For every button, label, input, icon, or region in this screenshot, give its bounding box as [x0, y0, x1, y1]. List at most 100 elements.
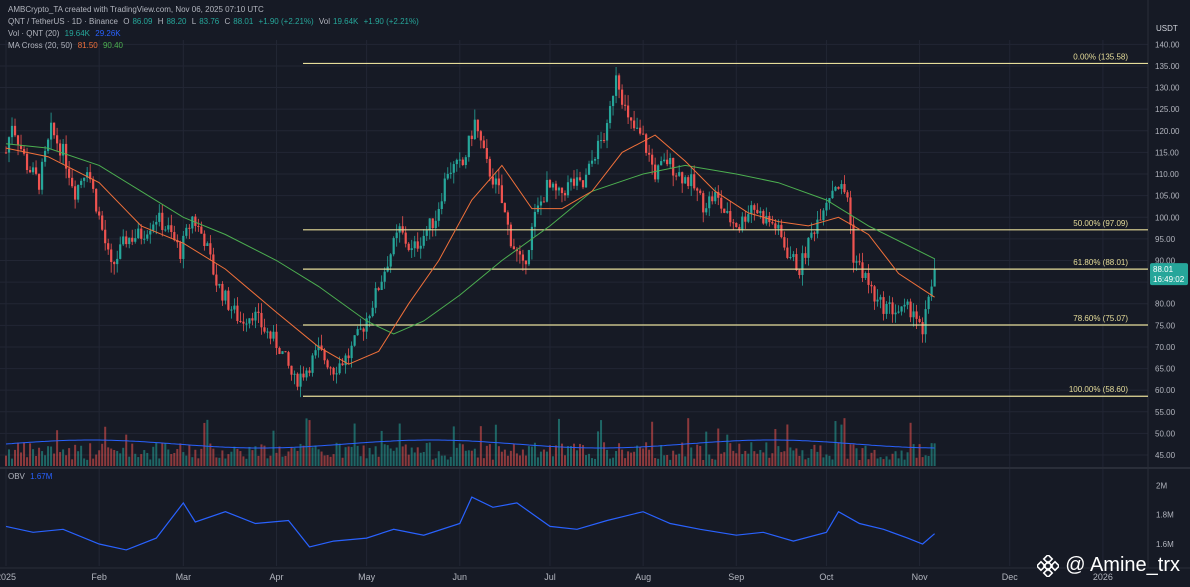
volume-bar: [209, 443, 212, 466]
candle-body: [602, 140, 606, 142]
fib-level-label: 61.80% (88.01): [1073, 258, 1128, 267]
candle-body: [167, 225, 170, 230]
candle-body: [846, 192, 849, 198]
volume-bar: [152, 446, 155, 466]
candle-body: [281, 351, 284, 354]
candle-body: [651, 154, 654, 165]
candle-body: [527, 250, 531, 265]
volume-bar: [609, 458, 612, 466]
candle-body: [756, 209, 759, 214]
volume-bar: [506, 455, 509, 466]
candle-body: [578, 177, 582, 181]
candle-body: [921, 322, 924, 335]
candle-body: [19, 145, 23, 150]
y-tick-label: 95.00: [1155, 235, 1176, 244]
candle-body: [269, 331, 272, 339]
ma-cross-legend[interactable]: MA Cross (20, 50) 81.50 90.40: [8, 41, 123, 50]
candle-body: [431, 218, 434, 229]
candle-body: [663, 159, 666, 162]
volume-bar: [41, 451, 44, 466]
candle-body: [629, 117, 633, 121]
volume-bar: [287, 451, 290, 466]
volume-bar: [26, 457, 29, 466]
volume-bar: [551, 456, 554, 466]
candle-body: [34, 167, 38, 174]
volume-bar: [467, 450, 470, 466]
candle-body: [299, 373, 302, 387]
obv-legend[interactable]: OBV 1.67M: [8, 472, 53, 481]
volume-bar: [648, 449, 651, 466]
volume-bar: [8, 449, 11, 466]
candle-body: [581, 180, 585, 188]
candle-body: [155, 221, 158, 225]
volume-bar: [494, 424, 497, 466]
volume-bar: [248, 446, 251, 466]
volume-bar: [170, 453, 173, 466]
volume-bar: [440, 455, 443, 466]
candle-body: [152, 224, 155, 231]
candle-body: [831, 190, 834, 199]
candle-body: [113, 261, 116, 265]
volume-bar: [927, 455, 930, 466]
candle-body: [98, 211, 101, 216]
candle-body: [140, 228, 143, 239]
candle-body: [278, 347, 281, 354]
candle-body: [158, 212, 161, 222]
volume-bar: [569, 446, 572, 466]
candle-body: [539, 201, 543, 206]
candle-body: [708, 196, 711, 209]
y-tick-label: 135.00: [1155, 62, 1180, 71]
candle-body: [909, 301, 912, 318]
volume-bar: [747, 453, 750, 466]
volume-bar: [92, 458, 95, 466]
candle-body: [92, 179, 95, 189]
candle-body: [470, 135, 473, 140]
volume-bar: [428, 442, 431, 466]
volume-bar: [419, 452, 422, 466]
volume-bar: [317, 449, 320, 466]
candle-body: [173, 232, 176, 241]
volume-bar: [215, 457, 218, 466]
volume-bar: [485, 445, 488, 466]
symbol-name[interactable]: QNT / TetherUS · 1D · Binance: [8, 17, 118, 26]
volume-bar: [666, 454, 669, 466]
volume-bar: [491, 459, 494, 466]
volume-bar: [53, 453, 56, 466]
candle-body: [759, 211, 762, 214]
candle-body: [356, 329, 359, 336]
volume-bar: [654, 458, 657, 466]
x-tick-label: 2025: [0, 572, 16, 582]
volume-bar: [509, 450, 512, 466]
volume-bar: [398, 423, 401, 466]
candle-body: [467, 135, 470, 158]
volume-bar: [573, 443, 575, 466]
volume-legend[interactable]: Vol · QNT (20) 19.64K 29.26K: [8, 29, 121, 38]
candle-body: [861, 262, 864, 278]
volume-bar: [807, 457, 810, 466]
volume-bar: [86, 459, 89, 466]
candle-body: [572, 178, 576, 186]
candle-body: [879, 297, 882, 300]
candle-body: [669, 157, 672, 165]
volume-bar: [723, 452, 726, 466]
candle-body: [933, 268, 936, 287]
volume-bar: [416, 447, 419, 466]
watermark: @ Amine_trx: [1037, 554, 1180, 577]
volume-bar: [356, 445, 359, 466]
candle-body: [837, 186, 840, 189]
candle-body: [215, 274, 218, 286]
candle-body: [374, 288, 377, 308]
candle-body: [777, 224, 780, 229]
volume-bar: [350, 446, 353, 466]
volume-bar: [801, 450, 804, 466]
candle-body: [678, 172, 681, 176]
volume-bar: [624, 458, 627, 466]
volume-bar: [756, 453, 759, 466]
candle-body: [747, 214, 750, 222]
candle-body: [924, 309, 927, 335]
candle-body: [191, 216, 194, 229]
volume-bar: [395, 447, 398, 466]
volume-bar: [660, 445, 663, 466]
